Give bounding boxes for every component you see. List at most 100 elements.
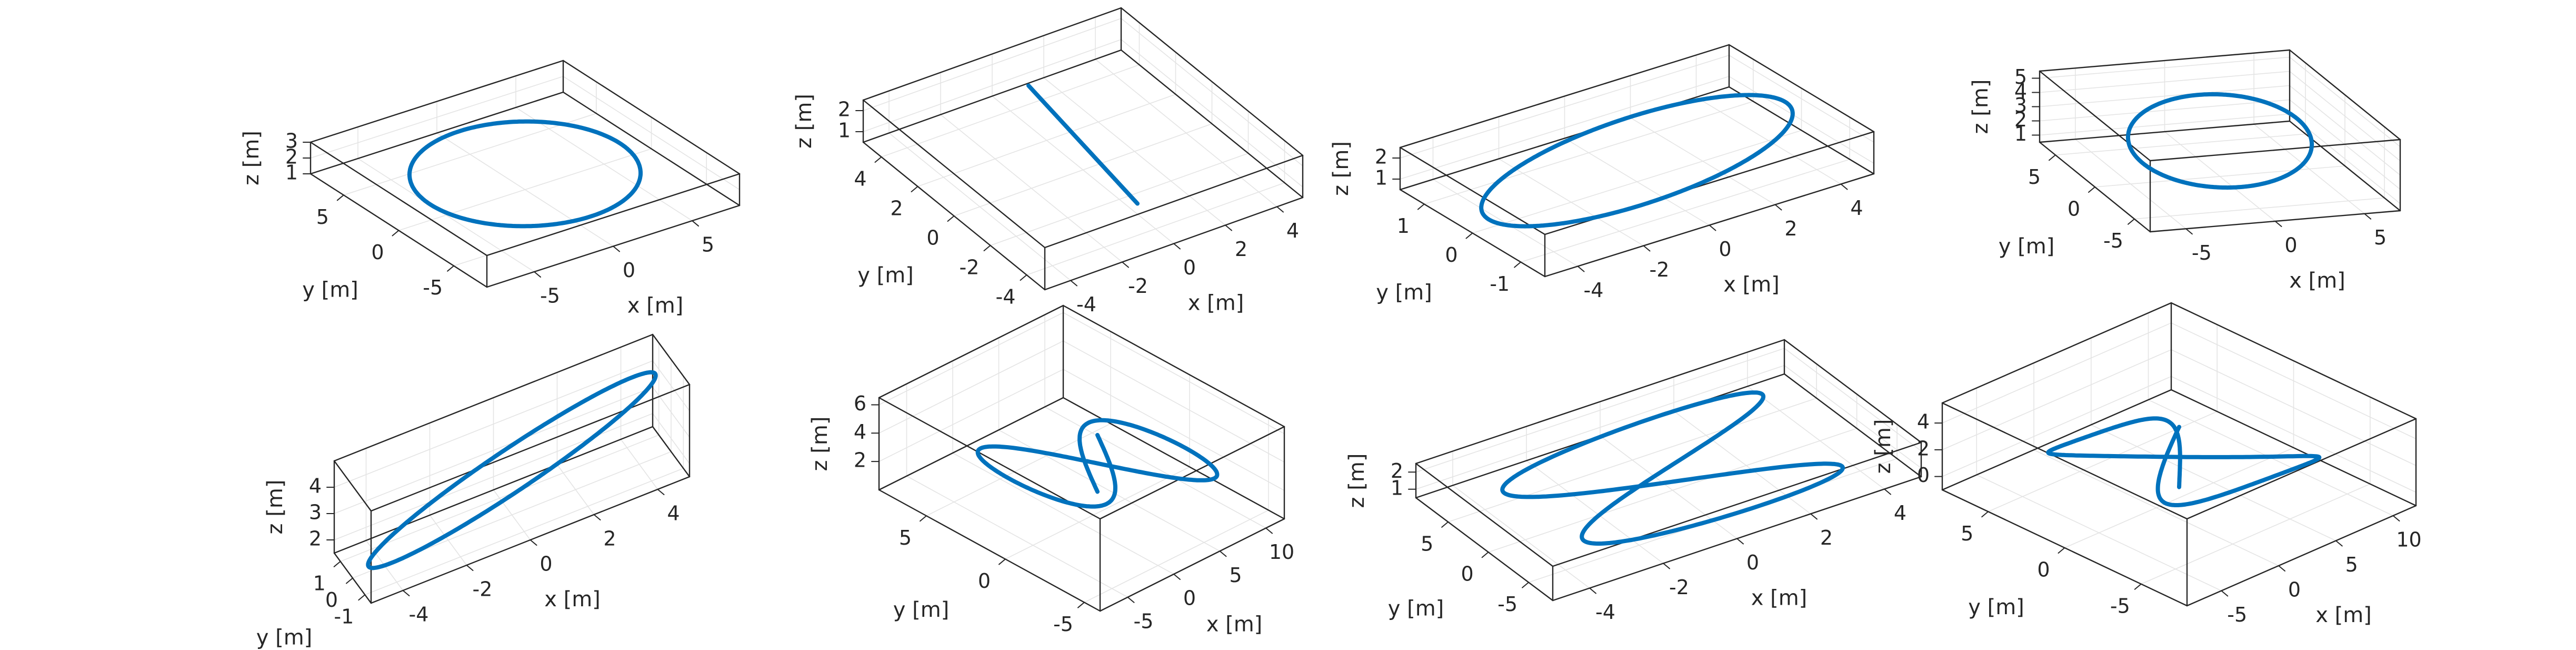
axis-box-edge	[333, 426, 654, 554]
y-tick-label: 0	[1445, 243, 1457, 267]
axis-box-edge	[1399, 44, 1730, 149]
grid-line	[1784, 348, 1922, 452]
x-tick-label: 0	[2288, 578, 2301, 602]
y-tick-label: 5	[2028, 165, 2041, 189]
axis-box-edge	[652, 426, 691, 478]
grid-line	[1400, 55, 1730, 159]
axis-box-edge	[486, 173, 741, 257]
x-tick	[1173, 574, 1181, 580]
z-tick-label: 2	[1391, 459, 1403, 482]
axis-box-edge	[2170, 302, 2417, 420]
x-tick	[1663, 563, 1670, 569]
y-tick	[1441, 521, 1449, 528]
y-tick-label: 0	[978, 569, 991, 593]
z-axis-label: z [m]	[808, 417, 832, 471]
x-tick-label: -2	[1650, 258, 1670, 281]
x-tick-label: -5	[1134, 609, 1154, 633]
y-axis-label: y [m]	[893, 598, 950, 622]
x-tick-label: 5	[702, 233, 714, 257]
z-axis-label: z [m]	[792, 94, 816, 149]
axis-box-edge	[1120, 7, 1304, 156]
y-tick	[874, 156, 882, 163]
y-tick-label: 0	[1461, 563, 1474, 586]
z-tick-label: 5	[2014, 65, 2027, 88]
y-tick-label: -5	[1497, 593, 1517, 616]
z-tick-label: 0	[1917, 464, 1930, 487]
y-tick	[2088, 186, 2095, 193]
grid-line	[1452, 485, 1590, 589]
y-tick-label: -5	[2103, 229, 2123, 252]
y-axis-label: y [m]	[1388, 597, 1444, 621]
axis-box-edge	[2039, 49, 2291, 72]
axis-box-edge	[2186, 418, 2417, 520]
axis-box-edge	[2039, 120, 2291, 143]
x-tick-label: 5	[2374, 226, 2387, 249]
y-tick	[346, 577, 353, 584]
grid-line	[2141, 483, 2371, 585]
trajectory-line	[1500, 390, 1845, 546]
x-tick	[692, 220, 699, 227]
x-tick-label: 4	[1894, 501, 1906, 525]
z-tick-label: 4	[309, 475, 322, 498]
y-tick	[983, 245, 991, 251]
grid-line	[1487, 428, 1858, 553]
subplot-8: -5 0 5 10 -5 0 5 0 2 4 x [m] y [m] z [m]	[1871, 302, 2422, 627]
x-tick-label: -2	[1669, 576, 1689, 599]
subplot-6: -5 0 5 10 -5 0 5 2 4 6 x [m] y [m] z [m]	[808, 304, 1294, 637]
trajectory-line	[1026, 83, 1140, 206]
x-tick	[1577, 265, 1585, 272]
grid-line	[878, 369, 1064, 462]
x-axis-label: x [m]	[544, 587, 601, 612]
x-axis-label: x [m]	[2289, 269, 2345, 293]
grid-line	[878, 312, 1064, 406]
y-tick-label: 5	[316, 205, 329, 229]
x-tick	[2274, 221, 2282, 227]
y-tick	[2058, 547, 2065, 554]
axis-box-edge	[1415, 497, 1554, 602]
grid-line	[1526, 460, 1664, 564]
y-tick-label: 4	[854, 168, 866, 191]
x-tick	[1219, 550, 1227, 557]
y-tick	[920, 515, 927, 522]
x-tick-label: -5	[2192, 241, 2212, 264]
grid-line	[2171, 349, 2417, 466]
y-tick-label: 0	[2037, 558, 2050, 582]
y-tick	[2049, 154, 2056, 161]
x-tick	[1173, 243, 1181, 250]
grid-line	[310, 76, 564, 159]
x-tick	[402, 590, 410, 596]
x-tick-label: 10	[2396, 528, 2421, 551]
z-tick-label: 1	[838, 119, 851, 142]
z-tick-label: 1	[2014, 122, 2027, 145]
x-axis-label: x [m]	[1723, 273, 1780, 297]
y-tick-label: -5	[423, 276, 443, 299]
x-tick	[1709, 224, 1716, 231]
x-tick-label: -4	[1595, 600, 1615, 624]
y-tick-label: 2	[890, 197, 903, 220]
y-tick-label: -5	[2110, 594, 2130, 617]
trajectory-line	[975, 418, 1220, 509]
y-tick	[1522, 582, 1530, 588]
grid-line	[2289, 56, 2401, 147]
grid-line	[2064, 447, 2294, 548]
x-tick-label: 2	[1784, 217, 1797, 240]
grid-line	[863, 18, 1122, 111]
grid-line	[2134, 197, 2385, 220]
grid-line	[2039, 113, 2290, 136]
grid-line	[2171, 322, 2417, 439]
x-tick	[1736, 538, 1744, 545]
grid-line	[1044, 406, 1266, 529]
x-tick-label: 10	[1269, 540, 1294, 564]
z-tick-label: 2	[309, 527, 322, 550]
y-tick	[1514, 261, 1522, 268]
y-axis-label: y [m]	[256, 626, 313, 650]
z-axis-label: z [m]	[1969, 80, 1993, 134]
y-tick-label: -2	[960, 256, 980, 279]
axis-box-edge	[333, 333, 654, 462]
grid-line	[343, 113, 597, 196]
